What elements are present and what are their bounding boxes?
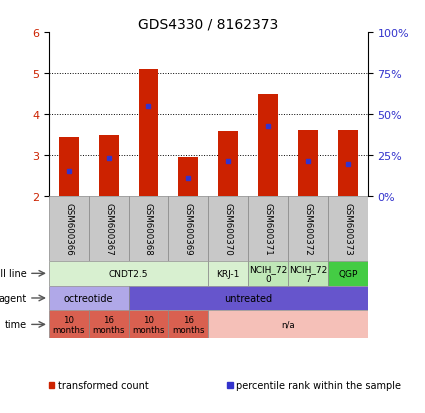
Bar xyxy=(99,135,119,197)
Text: GSM600371: GSM600371 xyxy=(264,203,272,256)
Bar xyxy=(218,131,238,197)
Bar xyxy=(208,311,368,339)
Bar xyxy=(288,261,328,286)
Bar xyxy=(178,158,198,197)
Text: KRJ-1: KRJ-1 xyxy=(216,269,240,278)
FancyBboxPatch shape xyxy=(168,197,208,261)
Text: GSM600372: GSM600372 xyxy=(303,203,312,256)
Text: agent: agent xyxy=(0,293,27,303)
Bar xyxy=(208,261,248,286)
Bar xyxy=(298,131,318,197)
Bar xyxy=(89,311,128,339)
FancyBboxPatch shape xyxy=(248,197,288,261)
Text: transformed count: transformed count xyxy=(58,380,149,391)
Bar xyxy=(128,286,368,311)
Text: 10
months: 10 months xyxy=(132,315,165,334)
Bar xyxy=(328,261,368,286)
Bar xyxy=(128,311,168,339)
Text: NCIH_72
7: NCIH_72 7 xyxy=(289,264,327,283)
FancyBboxPatch shape xyxy=(89,197,128,261)
Text: cell line: cell line xyxy=(0,269,27,279)
FancyBboxPatch shape xyxy=(128,197,168,261)
Text: time: time xyxy=(5,320,27,330)
Bar xyxy=(168,311,208,339)
Title: GDS4330 / 8162373: GDS4330 / 8162373 xyxy=(138,18,278,32)
Bar xyxy=(49,286,128,311)
Text: GSM600366: GSM600366 xyxy=(64,203,73,256)
Text: n/a: n/a xyxy=(281,320,295,329)
Bar xyxy=(139,70,159,197)
FancyBboxPatch shape xyxy=(208,197,248,261)
Text: 16
months: 16 months xyxy=(92,315,125,334)
Text: GSM600368: GSM600368 xyxy=(144,203,153,256)
Text: QGP: QGP xyxy=(338,269,357,278)
Bar xyxy=(49,311,89,339)
Text: untreated: untreated xyxy=(224,293,272,303)
Bar xyxy=(248,261,288,286)
FancyBboxPatch shape xyxy=(288,197,328,261)
Text: GSM600367: GSM600367 xyxy=(104,203,113,256)
Text: NCIH_72
0: NCIH_72 0 xyxy=(249,264,287,283)
Bar xyxy=(258,95,278,197)
Text: GSM600370: GSM600370 xyxy=(224,203,232,256)
Text: 10
months: 10 months xyxy=(53,315,85,334)
Text: GSM600373: GSM600373 xyxy=(343,203,352,256)
Bar xyxy=(338,131,358,197)
Text: GSM600369: GSM600369 xyxy=(184,203,193,255)
FancyBboxPatch shape xyxy=(328,197,368,261)
FancyBboxPatch shape xyxy=(49,197,89,261)
Bar xyxy=(49,261,208,286)
Text: CNDT2.5: CNDT2.5 xyxy=(109,269,148,278)
Text: percentile rank within the sample: percentile rank within the sample xyxy=(236,380,401,391)
Text: 16
months: 16 months xyxy=(172,315,204,334)
Bar xyxy=(59,138,79,197)
Text: octreotide: octreotide xyxy=(64,293,113,303)
